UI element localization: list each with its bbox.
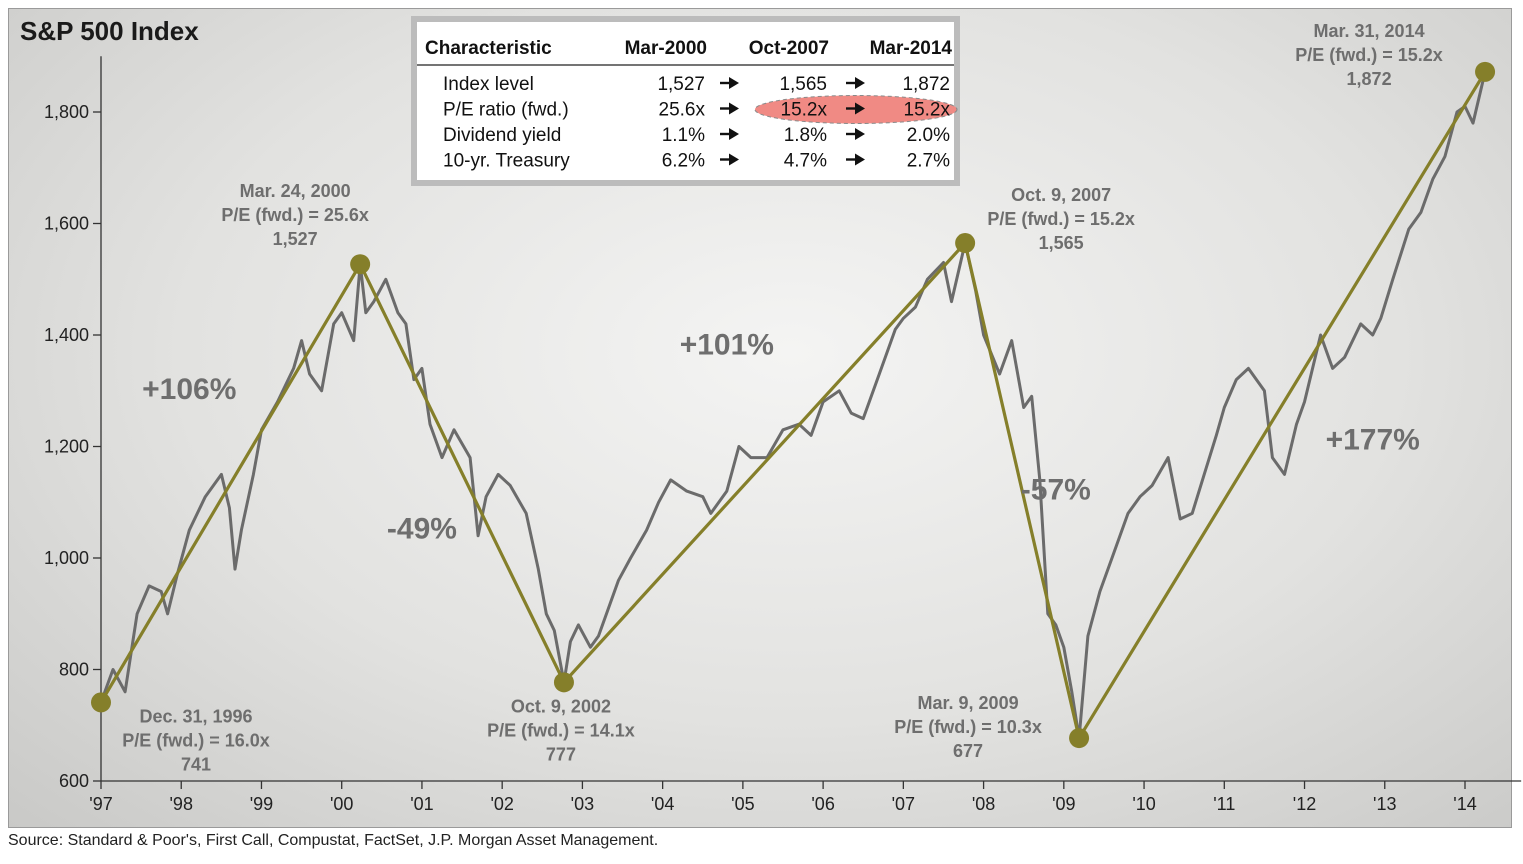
x-tick-label: '02 [490,794,513,814]
x-tick-label: '12 [1293,794,1316,814]
x-tick-label: '98 [170,794,193,814]
table-cell: 1.1% [662,125,705,146]
x-tick-label: '13 [1373,794,1396,814]
x-tick-label: '00 [330,794,353,814]
table-cell: 2.0% [907,125,950,146]
y-tick-label: 1,000 [44,548,89,568]
axes: 600 800 1,000 1,200 1,400 1,600 1,800 '97 '98 '99… [44,56,1522,814]
pivot-marker [1069,728,1090,749]
pivot-level-label: 677 [953,741,983,761]
table-row-label: 10-yr. Treasury [443,151,570,172]
arrow-icon [729,153,739,166]
arrow-icon [729,102,739,115]
y-tick-label: 1,400 [44,325,89,345]
pivot-date-label: Oct. 9, 2002 [511,696,611,716]
pivot-marker [91,692,111,713]
chart-title: S&P 500 Index [20,16,199,46]
arrow-icon [729,77,739,89]
annotations: Dec. 31, 1996 P/E (fwd.) = 16.0x 741 Mar. 2… [122,21,1443,775]
pivot-pe-label: P/E (fwd.) = 15.2x [1295,45,1443,65]
y-tick-label: 1,800 [44,102,89,122]
pivot-level-label: 1,527 [273,229,318,249]
x-tick-label: '08 [972,794,995,814]
arrow-icon [855,153,865,166]
pivot-level-label: 777 [546,744,576,764]
pivot-marker [553,672,574,693]
table-cell: 4.7% [784,151,827,172]
pivot-pe-label: P/E (fwd.) = 10.3x [894,717,1042,737]
pivot-marker [350,254,371,275]
x-tick-label: '01 [410,794,433,814]
pivot-pe-label: P/E (fwd.) = 15.2x [987,209,1135,229]
arrow-icon [855,128,865,140]
x-tick-label: '07 [892,794,915,814]
y-tick-label: 1,600 [44,214,89,234]
table-cell: 25.6x [659,100,706,121]
change-label: +101% [680,329,774,362]
change-label: +177% [1326,423,1420,456]
characteristics-table: Characteristic Mar-2000 Oct-2007 Mar-2014 In… [411,16,960,186]
pivot-marker [1475,61,1496,82]
x-tick-label: '97 [89,794,112,814]
table-cell: 1.8% [784,125,827,146]
table-header: Mar-2014 [870,38,953,59]
plot-area [91,61,1496,749]
x-tick-label: '04 [651,794,674,814]
change-label: +106% [142,373,236,406]
table-row-label: Dividend yield [443,125,561,146]
pivot-pe-label: P/E (fwd.) = 14.1x [487,720,635,740]
y-tick-label: 1,200 [44,437,89,457]
pivot-date-label: Oct. 9, 2007 [1011,185,1111,205]
x-tick-label: '11 [1213,794,1235,814]
pivot-date-label: Mar. 31, 2014 [1314,21,1425,41]
table-row-label: P/E ratio (fwd.) [443,100,569,121]
pivot-level-label: 1,872 [1347,69,1392,89]
x-tick-label: '10 [1132,794,1155,814]
x-tick-label: '06 [811,794,834,814]
arrow-icon [729,128,739,140]
change-label: -49% [387,512,457,545]
table-cell: 1,872 [902,74,950,95]
pivot-marker [955,233,976,254]
table-cell: 1,565 [779,74,827,95]
pivot-level-label: 741 [181,754,211,774]
trend-line [99,71,1487,740]
pivot-date-label: Mar. 9, 2009 [918,693,1019,713]
x-tick-label: '03 [571,794,594,814]
pivot-date-label: Dec. 31, 1996 [139,706,252,726]
table-header: Oct-2007 [749,38,829,59]
x-tick-label: '14 [1453,794,1476,814]
x-tick-label: '09 [1052,794,1075,814]
table-row-label: Index level [443,74,534,95]
pivot-pe-label: P/E (fwd.) = 16.0x [122,730,270,750]
y-tick-label: 600 [59,771,89,791]
x-tick-label: '99 [250,794,273,814]
pivot-date-label: Mar. 24, 2000 [240,181,351,201]
source-note: Source: Standard & Poor's, First Call, C… [8,832,659,849]
table-cell: 15.2x [781,100,828,121]
table-header: Characteristic [425,38,552,59]
y-tick-label: 800 [59,660,89,680]
pivot-level-label: 1,565 [1039,233,1084,253]
x-tick-label: '05 [731,794,754,814]
table-header: Mar-2000 [625,38,707,59]
table-cell: 15.2x [904,100,951,121]
pivot-pe-label: P/E (fwd.) = 25.6x [221,205,369,225]
arrow-icon [855,77,865,89]
arrow-icon [855,102,865,115]
table-cell: 6.2% [662,151,705,172]
table-cell: 2.7% [907,151,950,172]
change-label: -57% [1021,473,1091,506]
table-cell: 1,527 [657,74,705,95]
